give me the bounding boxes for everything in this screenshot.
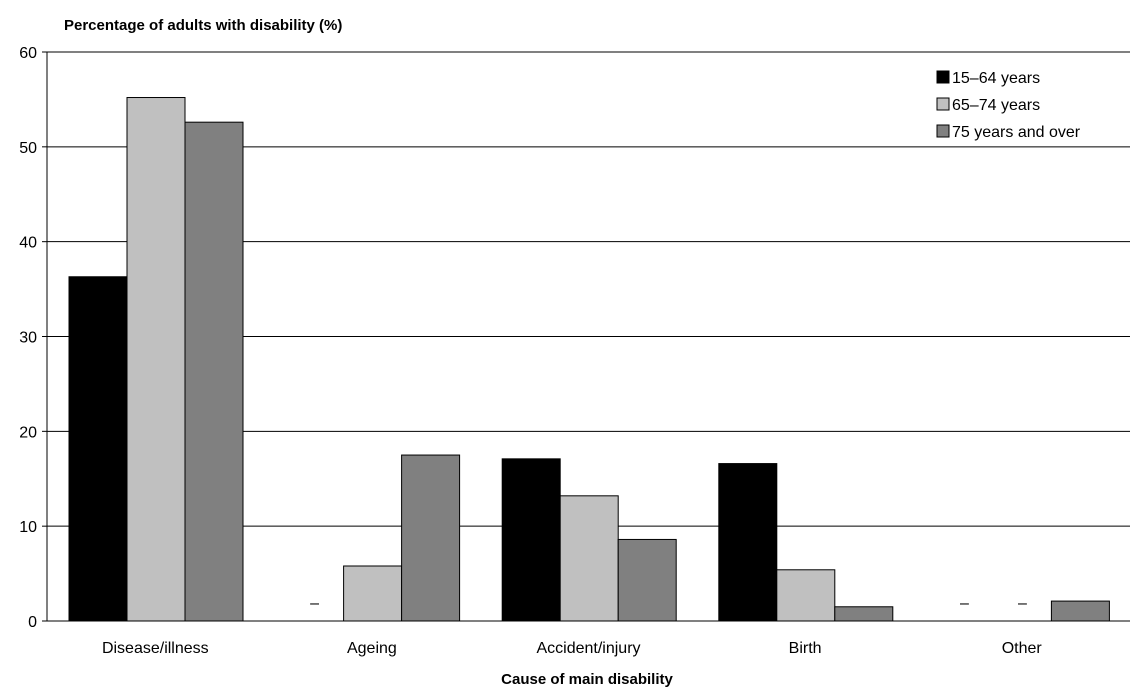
not-available-marker: – xyxy=(960,595,969,612)
y-tick-label: 10 xyxy=(19,519,37,536)
bar xyxy=(68,276,128,622)
y-tick-label: 60 xyxy=(19,45,37,62)
bar xyxy=(559,495,619,622)
bar xyxy=(126,97,186,622)
legend-swatch xyxy=(936,97,950,111)
bar xyxy=(501,458,561,622)
legend-label: 65–74 years xyxy=(952,97,1040,114)
axes: 0 10 20 30 40 50 60 Disease/illness Ageing Accide… xyxy=(19,45,1130,657)
bar xyxy=(776,569,836,622)
x-category-label: Other xyxy=(1002,640,1043,657)
legend-label: 15–64 years xyxy=(952,70,1040,87)
x-axis-title: Cause of main disability xyxy=(501,671,673,688)
legend-swatch xyxy=(936,124,950,138)
bar xyxy=(343,565,403,622)
bar xyxy=(184,121,244,622)
x-category-label: Disease/illness xyxy=(102,640,209,657)
y-tick-label: 30 xyxy=(19,330,37,347)
y-tick-label: 20 xyxy=(19,424,37,441)
y-axis-title: Percentage of adults with disability (%) xyxy=(64,17,342,34)
legend-label: 75 years and over xyxy=(952,124,1081,141)
y-tick-label: 50 xyxy=(19,140,37,157)
bar xyxy=(617,538,677,622)
legend-swatch xyxy=(936,70,950,84)
not-available-marker: – xyxy=(310,595,319,612)
bar xyxy=(401,454,461,622)
bar xyxy=(834,606,894,622)
bar xyxy=(718,463,778,622)
x-category-label: Birth xyxy=(789,640,822,657)
x-category-label: Accident/injury xyxy=(536,640,640,657)
bar xyxy=(1050,600,1110,622)
not-available-marker: – xyxy=(1018,595,1027,612)
y-tick-label: 40 xyxy=(19,235,37,252)
x-category-label: Ageing xyxy=(347,640,397,657)
bars: – – – xyxy=(68,97,1110,622)
legend: 15–64 years 65–74 years 75 years and over xyxy=(936,70,1081,141)
y-tick-label: 0 xyxy=(28,614,37,631)
